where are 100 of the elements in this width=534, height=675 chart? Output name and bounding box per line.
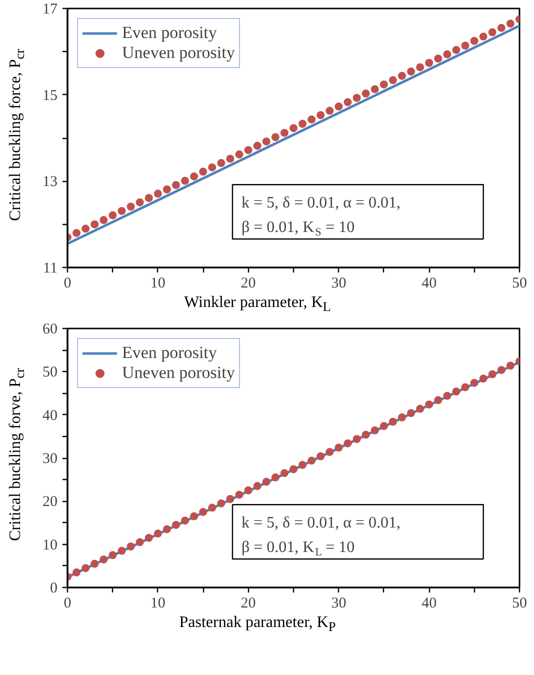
point	[352, 94, 361, 102]
point	[235, 150, 244, 158]
point	[181, 516, 190, 525]
point	[488, 370, 496, 378]
x-tick-label: 10	[150, 276, 166, 292]
point	[82, 224, 90, 233]
point	[154, 530, 162, 538]
x-tick-label: 50	[512, 596, 527, 612]
point	[362, 90, 370, 98]
x-tick-label: 30	[331, 276, 346, 292]
point	[280, 469, 288, 478]
point	[280, 128, 288, 137]
y-tick-label: 0	[50, 580, 58, 596]
point	[308, 456, 316, 465]
point	[162, 185, 171, 194]
point	[144, 194, 153, 202]
point	[126, 202, 135, 211]
y-tick-label: 11	[43, 260, 58, 276]
point	[208, 504, 216, 512]
point	[244, 486, 252, 494]
point	[506, 362, 514, 370]
x-tick-label: 0	[64, 596, 72, 612]
point	[118, 206, 126, 215]
point	[262, 137, 270, 146]
point	[308, 115, 316, 124]
point	[388, 418, 397, 426]
x-tick-label: 0	[64, 276, 72, 292]
point	[108, 211, 117, 220]
point	[72, 228, 81, 237]
point	[298, 120, 307, 128]
point	[344, 98, 352, 106]
point	[407, 409, 416, 418]
point	[407, 68, 416, 76]
x-tick-label: 40	[422, 596, 437, 612]
x-tick-label: 20	[240, 276, 256, 292]
point	[90, 220, 99, 228]
y-tick-label: 17	[42, 2, 58, 18]
x-tick-label: 10	[150, 596, 166, 612]
y-tick-label: 15	[42, 88, 58, 104]
point	[326, 106, 334, 115]
legend-label: Even porosity	[122, 343, 217, 363]
point	[244, 146, 252, 154]
point	[316, 111, 325, 120]
point	[190, 172, 198, 180]
point	[190, 512, 198, 520]
point	[461, 42, 470, 50]
point	[479, 32, 488, 41]
y-tick-label: 30	[42, 451, 58, 467]
point	[316, 452, 325, 460]
point	[90, 560, 99, 568]
point	[154, 190, 162, 198]
point	[126, 542, 135, 550]
point	[434, 54, 442, 63]
point	[253, 482, 262, 490]
x-tick-label: 50	[512, 276, 527, 292]
point	[334, 444, 343, 452]
y-tick-label: 50	[42, 364, 58, 381]
point	[370, 85, 379, 94]
point	[452, 388, 460, 396]
point	[398, 413, 406, 422]
legend-label: Uneven porosity	[122, 43, 235, 63]
point	[262, 478, 270, 486]
x-tick-label: 30	[331, 596, 346, 612]
point	[82, 564, 90, 572]
point	[253, 142, 262, 150]
point	[235, 490, 244, 499]
point	[199, 508, 208, 516]
point	[497, 24, 506, 32]
point	[118, 546, 126, 555]
point	[470, 36, 478, 45]
point	[443, 392, 452, 400]
point	[326, 448, 334, 456]
x-axis-title: Winkler parameter, K$_{L}$	[183, 294, 332, 316]
point	[290, 465, 298, 474]
point	[416, 63, 424, 72]
y-tick-label: 10	[42, 537, 58, 554]
point	[370, 426, 379, 434]
point	[388, 76, 397, 84]
point	[217, 499, 226, 508]
point	[108, 551, 117, 560]
point	[100, 216, 108, 224]
point	[452, 46, 460, 54]
x-tick-label: 40	[422, 276, 437, 292]
point	[290, 124, 298, 132]
point	[334, 102, 343, 110]
point	[271, 473, 280, 482]
point	[434, 396, 442, 404]
point	[172, 520, 180, 529]
y-tick-label: 40	[42, 408, 58, 424]
x-axis-title: Pasternak parameter, K$_{P}$	[178, 614, 337, 636]
point	[226, 495, 234, 503]
point	[470, 378, 478, 387]
point	[72, 568, 81, 576]
point	[425, 400, 434, 408]
point	[181, 176, 190, 185]
point	[208, 163, 216, 172]
point	[461, 383, 470, 392]
point	[506, 20, 514, 28]
point	[344, 439, 352, 448]
point	[443, 50, 452, 58]
